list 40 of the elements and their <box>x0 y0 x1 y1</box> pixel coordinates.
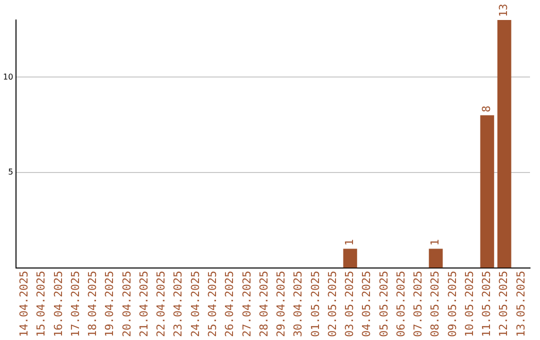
bar <box>480 115 494 268</box>
bar <box>497 20 512 268</box>
x-tick-label: 06.05.2025 <box>394 270 408 338</box>
x-tick-label: 24.04.2025 <box>188 270 202 338</box>
x-tick-label: 15.04.2025 <box>34 270 48 338</box>
x-tick-label: 25.04.2025 <box>206 270 220 338</box>
x-tick-label: 18.04.2025 <box>86 270 100 338</box>
bar <box>428 248 443 268</box>
x-tick-label: 08.05.2025 <box>428 270 442 338</box>
x-tick-label: 03.05.2025 <box>343 270 356 338</box>
x-tick-label: 14.04.2025 <box>18 270 31 338</box>
x-tick-label: 30.04.2025 <box>292 270 305 338</box>
x-tick-label: 26.04.2025 <box>223 270 236 338</box>
x-tick-label: 19.04.2025 <box>103 270 116 338</box>
y-tick-label: 10 <box>2 72 14 82</box>
x-tick-label: 20.04.2025 <box>120 270 134 338</box>
bar <box>343 248 358 268</box>
x-tick-label: 09.05.2025 <box>446 270 459 338</box>
x-tick-label: 23.04.2025 <box>172 270 185 338</box>
x-tick-label: 16.04.2025 <box>52 270 65 338</box>
data-label: 8 <box>480 106 494 112</box>
data-label: 13 <box>497 4 510 17</box>
x-tick-label: 05.05.2025 <box>377 270 390 338</box>
x-tick-label: 04.05.2025 <box>360 270 374 338</box>
x-tick-label: 01.05.2025 <box>308 270 322 338</box>
x-tick-label: 29.04.2025 <box>274 270 288 338</box>
x-tick-label: 27.04.2025 <box>240 270 254 338</box>
data-label: 1 <box>428 239 442 246</box>
x-tick-label: 07.05.2025 <box>412 270 425 338</box>
x-tick-label: 12.05.2025 <box>497 270 510 338</box>
y-tick-label: 5 <box>8 168 14 177</box>
x-tick-label: 21.04.2025 <box>137 270 150 338</box>
x-tick-label: 10.05.2025 <box>462 270 476 338</box>
x-tick-label: 11.05.2025 <box>480 270 494 338</box>
data-label: 1 <box>343 239 356 246</box>
x-tick-label: 22.04.2025 <box>154 270 168 338</box>
x-tick-label: 28.04.2025 <box>257 270 270 338</box>
x-tick-label: 13.05.2025 <box>514 270 528 338</box>
x-tick-label: 17.04.2025 <box>68 270 82 338</box>
x-tick-label: 02.05.2025 <box>326 270 339 338</box>
